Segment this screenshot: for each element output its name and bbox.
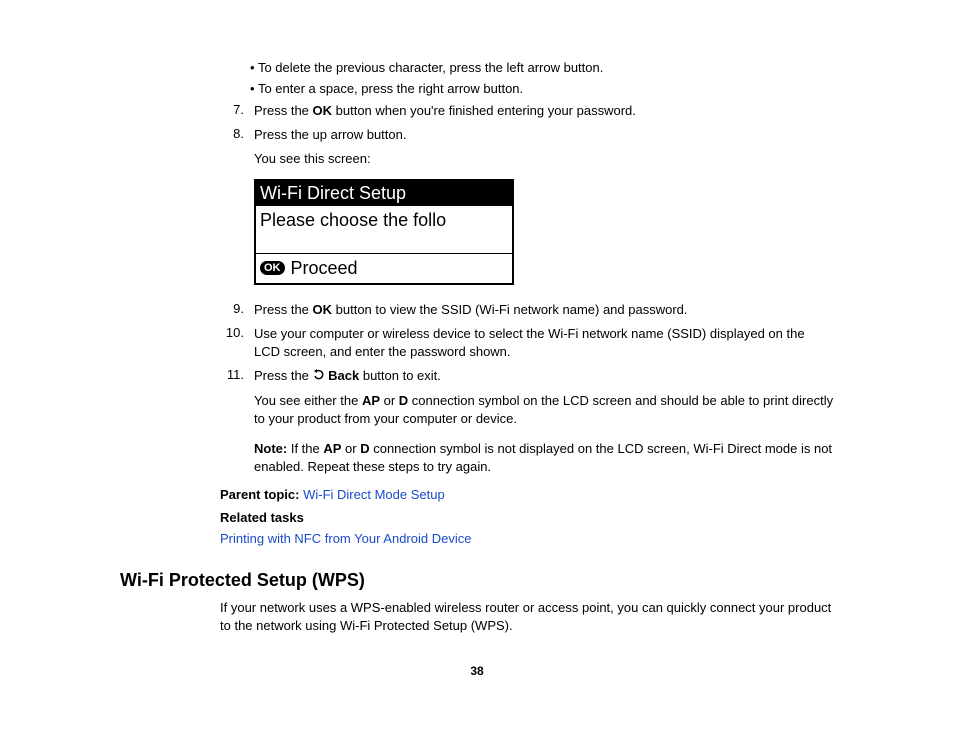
related-link[interactable]: Printing with NFC from Your Android Devi… [220, 531, 471, 546]
text: Press the [254, 368, 313, 383]
text: or [380, 393, 399, 408]
step-9: 9. Press the OK button to view the SSID … [220, 301, 834, 319]
step-8-sub: You see this screen: [254, 150, 834, 168]
step-number: 11. [220, 367, 244, 386]
step-text: Press the OK button to view the SSID (Wi… [254, 301, 834, 319]
sub-bullet: To enter a space, press the right arrow … [250, 81, 834, 96]
parent-label: Parent topic: [220, 487, 299, 502]
step-text: Press the OK button when you're finished… [254, 102, 834, 120]
bold-text: D [399, 393, 408, 408]
lcd-screen: Wi-Fi Direct Setup Please choose the fol… [254, 179, 514, 285]
text: or [341, 441, 360, 456]
lcd-title: Wi-Fi Direct Setup [256, 181, 512, 206]
content-block: To delete the previous character, press … [220, 60, 834, 477]
bold-text: AP [362, 393, 380, 408]
step-11: 11. Press the Back button to exit. [220, 367, 834, 386]
step-number: 7. [220, 102, 244, 120]
related-tasks-label: Related tasks [220, 510, 834, 525]
lcd-proceed: Proceed [291, 258, 358, 279]
text: If the [287, 441, 323, 456]
step-text: Press the up arrow button. [254, 126, 834, 144]
step-text: Use your computer or wireless device to … [254, 325, 834, 361]
step-8: 8. Press the up arrow button. [220, 126, 834, 144]
sub-bullet: To delete the previous character, press … [250, 60, 834, 75]
lcd-body: Please choose the follo [256, 206, 512, 254]
step-number: 10. [220, 325, 244, 361]
text: button to view the SSID (Wi-Fi network n… [332, 302, 687, 317]
step-number: 9. [220, 301, 244, 319]
parent-topic: Parent topic: Wi-Fi Direct Mode Setup [220, 487, 834, 502]
step-number: 8. [220, 126, 244, 144]
parent-link[interactable]: Wi-Fi Direct Mode Setup [303, 487, 445, 502]
text: You see either the [254, 393, 362, 408]
bold-text: AP [323, 441, 341, 456]
bold-text: Back [325, 368, 360, 383]
note-block: Note: If the AP or D connection symbol i… [254, 440, 834, 476]
page-number: 38 [0, 664, 954, 678]
step-7: 7. Press the OK button when you're finis… [220, 102, 834, 120]
bold-text: D [360, 441, 369, 456]
ok-icon: OK [260, 261, 285, 275]
text: Press the [254, 103, 313, 118]
bold-text: OK [313, 103, 333, 118]
step-11-sub: You see either the AP or D connection sy… [254, 392, 834, 428]
lcd-footer: OK Proceed [256, 254, 512, 283]
step-10: 10. Use your computer or wireless device… [220, 325, 834, 361]
step-text: Press the Back button to exit. [254, 367, 834, 386]
section-heading: Wi-Fi Protected Setup (WPS) [120, 570, 834, 591]
section-body: If your network uses a WPS-enabled wirel… [220, 599, 834, 635]
bold-text: OK [313, 302, 333, 317]
back-icon [313, 368, 325, 386]
text: Press the [254, 302, 313, 317]
related-link-row: Printing with NFC from Your Android Devi… [220, 531, 834, 546]
sub-bullet-list: To delete the previous character, press … [250, 60, 834, 96]
note-label: Note: [254, 441, 287, 456]
related-label: Related tasks [220, 510, 304, 525]
text: button to exit. [359, 368, 441, 383]
text: button when you're finished entering you… [332, 103, 636, 118]
